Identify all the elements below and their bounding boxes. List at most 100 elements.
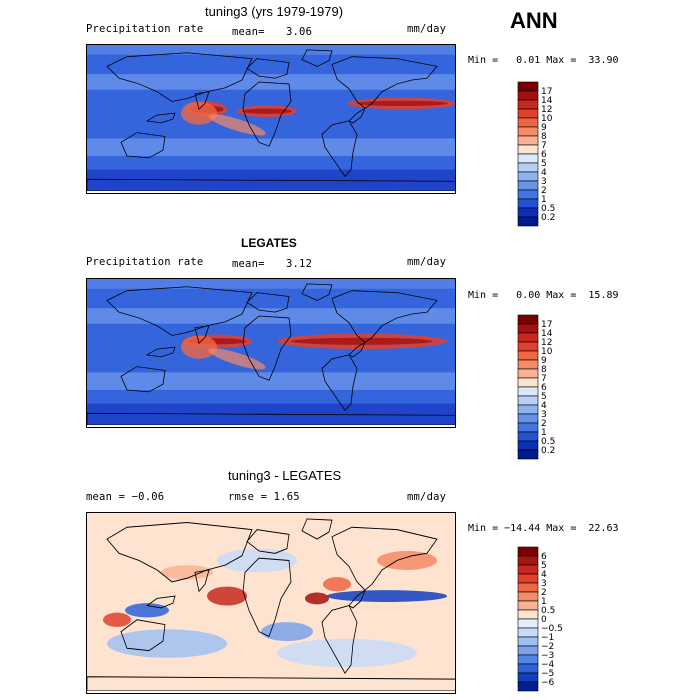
coastline xyxy=(301,283,333,301)
colorbar-swatch xyxy=(517,207,539,218)
coastline xyxy=(145,346,176,358)
colorbar-tick-label: 0 xyxy=(541,615,547,625)
coastline xyxy=(348,588,366,609)
colorbar-swatch xyxy=(517,546,539,557)
colorbar-tick-label: 0.5 xyxy=(541,437,555,447)
colorbar-swatch xyxy=(517,654,539,665)
coastline xyxy=(120,132,166,159)
colorbar-tick-label: 17 xyxy=(541,87,552,97)
coastline xyxy=(348,107,366,124)
colorbar-swatch xyxy=(517,90,539,101)
colorbar-swatch xyxy=(517,645,539,656)
panel2-colorbar: 17 14 12 10 9 8 7 6 5 4 3 2 1 0.5 0.2 xyxy=(517,314,578,461)
panel1-field-label: Precipitation rate xyxy=(86,23,204,35)
coastline xyxy=(321,605,358,674)
panel1-mean-label: mean= xyxy=(232,26,265,38)
colorbar-tick-label: 3 xyxy=(541,177,547,187)
panel1-units: mm/day xyxy=(407,23,447,35)
precip-band xyxy=(87,138,455,156)
panel2-mean-label: mean= xyxy=(232,258,265,270)
panel3-minmax: Min = −14.44 Max = 22.63 xyxy=(468,523,619,534)
colorbar-swatch xyxy=(517,431,539,442)
colorbar-swatch xyxy=(517,627,539,638)
colorbar-tick-label: 17 xyxy=(541,320,552,330)
colorbar-swatch xyxy=(517,618,539,629)
panel3-title: tuning3 - LEGATES xyxy=(228,468,342,483)
coastline xyxy=(246,529,290,554)
colorbar-swatch xyxy=(517,368,539,379)
colorbar-tick-label: 9 xyxy=(541,123,547,133)
colorbar-tick-label: −5 xyxy=(541,669,554,679)
colorbar-tick-label: 2 xyxy=(541,588,547,598)
colorbar-swatch xyxy=(517,332,539,343)
coastline xyxy=(87,412,455,425)
colorbar-tick-label: 14 xyxy=(541,96,553,106)
colorbar-tick-label: 5 xyxy=(541,159,547,169)
coastline xyxy=(321,354,358,412)
colorbar-swatch xyxy=(517,198,539,209)
colorbar-swatch xyxy=(517,189,539,200)
colorbar-tick-label: 10 xyxy=(541,114,553,124)
map-background xyxy=(87,279,455,425)
colorbar-tick-label: 7 xyxy=(541,141,547,151)
panel1-map xyxy=(86,44,456,194)
colorbar-swatch xyxy=(517,663,539,674)
difference-anomaly xyxy=(161,565,213,580)
coastline xyxy=(246,58,290,79)
colorbar-swatch xyxy=(517,582,539,593)
colorbar-swatch xyxy=(517,564,539,575)
colorbar-swatch xyxy=(517,108,539,119)
colorbar-tick-label: −0.5 xyxy=(541,624,563,634)
coastline xyxy=(87,676,455,691)
difference-anomaly xyxy=(103,612,131,627)
colorbar-swatch xyxy=(517,171,539,182)
colorbar-tick-label: 3 xyxy=(541,410,547,420)
panel1-colorbar: 17 14 12 10 9 8 7 6 5 4 3 2 1 0.5 0.2 xyxy=(517,81,578,228)
difference-anomaly xyxy=(377,550,437,570)
difference-anomaly xyxy=(125,603,169,618)
panel3-rmse: rmse = 1.65 xyxy=(228,491,300,503)
colorbar-tick-label: 12 xyxy=(541,338,552,348)
panel2-minmax: Min = 0.00 Max = 15.89 xyxy=(468,290,619,301)
colorbar-tick-label: 0.2 xyxy=(541,213,555,223)
coastline xyxy=(321,120,358,178)
colorbar-swatch xyxy=(517,377,539,388)
colorbar-swatch xyxy=(517,386,539,397)
colorbar-swatch xyxy=(517,672,539,683)
panel3-colorbar: 6 5 4 3 2 1 0.5 0 −0.5 −1 −2 −3 −4 −5 −6 xyxy=(517,546,578,693)
colorbar-swatch xyxy=(517,359,539,370)
colorbar-tick-label: 12 xyxy=(541,105,552,115)
spcz-band xyxy=(208,114,266,136)
map-background xyxy=(87,45,455,191)
coastline xyxy=(194,91,210,111)
panel1-mean-value: 3.06 xyxy=(286,26,313,38)
colorbar-tick-label: 4 xyxy=(541,570,547,580)
panel3-units: mm/day xyxy=(407,491,447,503)
colorbar-tick-label: 6 xyxy=(541,383,547,393)
precip-band xyxy=(87,308,455,324)
colorbar-swatch xyxy=(517,81,539,92)
colorbar-swatch xyxy=(517,591,539,602)
difference-anomaly xyxy=(277,638,417,668)
precip-band xyxy=(87,279,455,289)
itcz-core xyxy=(242,108,292,114)
colorbar-swatch xyxy=(517,216,539,227)
colorbar-tick-label: 8 xyxy=(541,132,547,142)
coastline xyxy=(120,619,166,652)
coastline xyxy=(301,518,333,540)
colorbar-swatch xyxy=(517,135,539,146)
panel3-mean: mean = −0.06 xyxy=(86,491,165,503)
colorbar-swatch xyxy=(517,440,539,451)
panel2-title: LEGATES xyxy=(241,236,297,250)
panel1-title: tuning3 (yrs 1979-1979) xyxy=(205,4,344,19)
map-background xyxy=(87,513,455,691)
colorbar-swatch xyxy=(517,413,539,424)
coastline xyxy=(106,522,253,583)
panel2-field-label: Precipitation rate xyxy=(86,256,204,268)
difference-anomaly xyxy=(207,586,247,606)
itcz-core xyxy=(291,337,433,345)
colorbar-swatch xyxy=(517,422,539,433)
coastline xyxy=(87,178,455,191)
colorbar-tick-label: 0.5 xyxy=(541,204,555,214)
coastline xyxy=(331,290,438,343)
